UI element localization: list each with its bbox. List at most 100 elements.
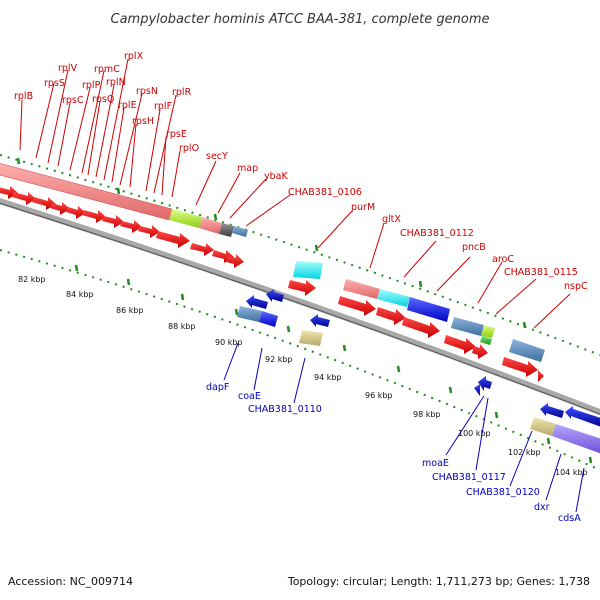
bottom-tick-line — [0, 249, 600, 471]
gene-block-map — [199, 217, 222, 234]
gene-label[interactable]: secY — [206, 151, 228, 162]
gene-label[interactable]: rplV — [58, 63, 78, 74]
gene-block-0106 — [232, 226, 248, 237]
gene-label[interactable]: coaE — [238, 391, 261, 402]
gene-label[interactable]: CHAB381_0115 — [504, 267, 578, 278]
gene-label[interactable]: purM — [351, 202, 375, 213]
scale-label: 96 kbp — [365, 391, 393, 400]
gene-arrow — [288, 280, 316, 296]
gene-label[interactable]: rpsQ — [92, 94, 114, 105]
gene-label[interactable]: pncB — [462, 242, 486, 253]
gene-label[interactable]: rplB — [14, 91, 33, 102]
gene-arrow — [310, 314, 330, 327]
gene-label[interactable]: rplE — [118, 100, 137, 111]
gene-block-seczy — [169, 209, 202, 228]
scale-label: 90 kbp — [215, 338, 243, 347]
gene-arrow — [338, 296, 376, 316]
gene-block-pncb — [407, 297, 450, 322]
gene-block-0112 — [377, 289, 410, 307]
gene-label[interactable]: rpsE — [166, 129, 187, 140]
scale-label: 84 kbp — [66, 290, 94, 299]
gene-arrow — [120, 220, 142, 233]
gene-label[interactable]: CHAB381_0120 — [466, 487, 540, 498]
gene-label[interactable]: rplF — [154, 101, 172, 112]
forward-gene-blocks — [0, 163, 545, 362]
gene-block-0120 — [530, 417, 556, 436]
gene-label[interactable]: CHAB381_0106 — [288, 187, 362, 198]
map-title: Campylobacter hominis ATCC BAA-381, comp… — [111, 12, 490, 27]
bottom-gene-labels: dapF coaE CHAB381_0110 moaE CHAB381_0117… — [206, 382, 581, 524]
gene-label[interactable]: CHAB381_0110 — [248, 404, 322, 415]
gene-label[interactable]: ybaK — [264, 171, 288, 182]
gene-arrow — [12, 192, 36, 205]
gene-arrow — [502, 357, 538, 377]
forward-gene-arrows — [0, 186, 544, 382]
scale-label: 94 kbp — [314, 373, 342, 382]
gene-label[interactable]: map — [237, 163, 258, 174]
gene-label[interactable]: gltX — [382, 214, 401, 225]
scale-label: 82 kbp — [18, 275, 46, 284]
gene-arrow — [540, 403, 564, 418]
top-gene-labels: rplB rpsS rplV rpsC rplP rpmC rpsQ rplN … — [14, 51, 588, 292]
gene-arrow — [478, 376, 492, 391]
gene-label[interactable]: dapF — [206, 382, 229, 393]
gene-label[interactable]: rpsN — [136, 86, 158, 97]
gene-arrow — [444, 335, 476, 354]
scale-label: 98 kbp — [413, 410, 441, 419]
gene-label[interactable]: rpsC — [62, 95, 84, 106]
gene-arrow — [472, 344, 488, 359]
major-ticks-top — [16, 157, 527, 329]
gene-arrow — [474, 384, 480, 396]
gene-label[interactable]: dxr — [534, 502, 550, 513]
gene-arrow — [50, 202, 70, 215]
genome-backbone — [0, 198, 600, 416]
gene-label[interactable]: rplP — [82, 80, 101, 91]
gene-label[interactable]: rplR — [172, 87, 192, 98]
gene-arrow — [82, 210, 106, 223]
gene-arrow — [246, 295, 268, 309]
gene-label[interactable]: rpsS — [44, 78, 65, 89]
gene-arrow — [266, 289, 284, 302]
gene-block-nspc-green — [480, 336, 492, 345]
gene-label[interactable]: nspC — [564, 281, 588, 292]
gene-label[interactable]: rplN — [106, 77, 126, 88]
gene-block-purm — [293, 261, 323, 279]
scale-label: 100 kbp — [458, 429, 491, 438]
top-leader-lines — [19, 58, 571, 329]
gene-label[interactable]: rpsH — [132, 116, 154, 127]
gene-arrow — [66, 206, 86, 219]
gene-label[interactable]: rplX — [124, 51, 144, 62]
gene-label[interactable]: rplO — [179, 143, 199, 154]
gene-label[interactable]: CHAB381_0112 — [400, 228, 474, 239]
scale-label: 86 kbp — [116, 306, 144, 315]
gene-block-0110 — [299, 330, 323, 346]
bottom-leader-lines — [223, 342, 585, 513]
accession-text: Accession: NC_009714 — [8, 575, 133, 588]
gene-block-dapf — [237, 306, 262, 322]
scale-labels: 82 kbp 84 kbp 86 kbp 88 kbp 90 kbp 92 kb… — [18, 275, 588, 477]
gene-label[interactable]: moaE — [422, 458, 449, 469]
gene-block-gltx — [343, 279, 380, 299]
gene-block-dxr — [552, 424, 600, 454]
gene-arrow — [565, 406, 600, 427]
gene-block-coae — [259, 311, 278, 327]
gene-label[interactable]: CHAB381_0117 — [432, 472, 506, 483]
scale-label: 102 kbp — [508, 448, 541, 457]
gene-arrow — [156, 231, 190, 248]
gene-label[interactable]: cdsA — [558, 513, 581, 524]
gene-block-ybak — [219, 223, 234, 237]
gene-arrow — [32, 197, 56, 210]
scale-label: 88 kbp — [168, 322, 196, 331]
major-ticks-bottom — [74, 264, 593, 464]
gene-label[interactable]: aroC — [492, 254, 514, 265]
gene-label[interactable]: rpmC — [94, 64, 120, 75]
scale-label: 92 kbp — [265, 355, 293, 364]
gene-block-nspc — [509, 339, 545, 362]
gene-arrow — [190, 243, 214, 256]
gene-arrow — [0, 186, 18, 199]
gene-arrow — [138, 225, 160, 238]
gene-block-aroc — [451, 317, 484, 336]
reverse-gene-arrows — [246, 289, 600, 427]
reverse-gene-blocks — [237, 306, 600, 454]
